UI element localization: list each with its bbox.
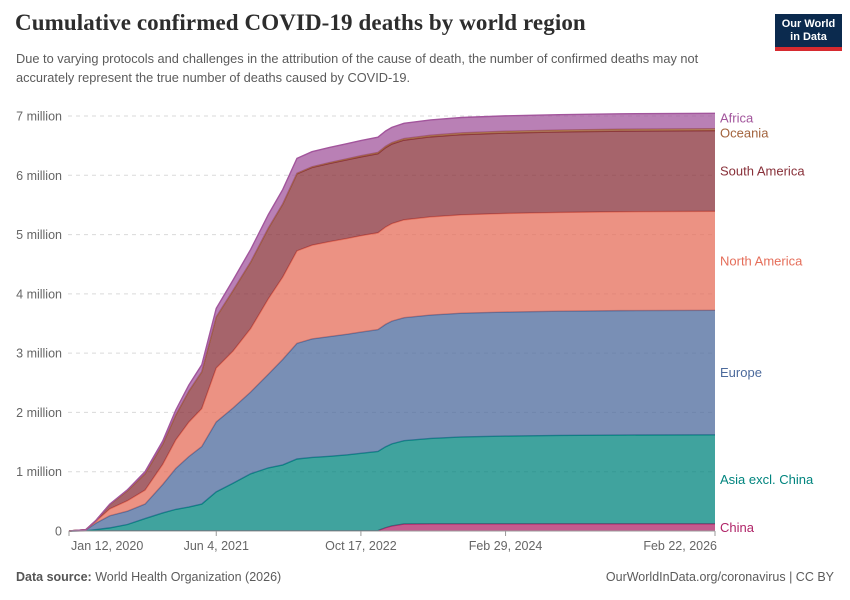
page-title: Cumulative confirmed COVID-19 deaths by … — [15, 10, 586, 35]
chart-footer: Data source: World Health Organization (… — [16, 570, 834, 584]
legend-label-europe[interactable]: Europe — [720, 365, 762, 380]
legend-label-asia-excl-china[interactable]: Asia excl. China — [720, 472, 814, 487]
x-tick-label: Feb 29, 2024 — [469, 539, 543, 553]
y-tick-label: 5 million — [16, 228, 62, 242]
data-source: Data source: World Health Organization (… — [16, 570, 281, 584]
y-tick-label: 1 million — [16, 465, 62, 479]
chart-subtitle: Due to varying protocols and challenges … — [16, 51, 699, 85]
owid-logo-red-bar — [775, 47, 842, 51]
y-tick-label: 2 million — [16, 406, 62, 420]
x-tick-label: Jun 4, 2021 — [184, 539, 249, 553]
legend-label-africa[interactable]: Africa — [720, 110, 754, 125]
y-tick-label: 7 million — [16, 109, 62, 123]
x-tick-label: Feb 22, 2026 — [643, 539, 717, 553]
area-south-america[interactable] — [69, 130, 715, 531]
y-tick-label: 0 — [55, 525, 62, 539]
area-europe[interactable] — [69, 310, 715, 531]
owid-logo-box: Our World in Data — [775, 14, 842, 47]
y-tick-label: 6 million — [16, 169, 62, 183]
legend-label-north-america[interactable]: North America — [720, 253, 803, 268]
x-tick-label: Jan 12, 2020 — [71, 539, 143, 553]
area-border-africa — [68, 112, 716, 532]
data-source-value: World Health Organization (2026) — [91, 570, 282, 584]
data-source-label: Data source: — [16, 570, 92, 584]
credit-link[interactable]: OurWorldInData.org/coronavirus | CC BY — [605, 570, 834, 584]
owid-logo[interactable]: Our World in Data — [775, 14, 842, 51]
y-tick-label: 4 million — [16, 287, 62, 301]
stacked-area-chart[interactable]: 0 1 million 2 million 3 million 4 million 5 m… — [0, 95, 850, 570]
area-north-america[interactable] — [69, 211, 715, 531]
owid-logo-line2: in Data — [790, 30, 827, 43]
legend-label-oceania[interactable]: Oceania — [720, 125, 769, 140]
y-tick-label: 3 million — [16, 347, 62, 361]
area-asia-excl-china[interactable] — [69, 434, 715, 531]
owid-logo-line1: Our World — [781, 17, 836, 30]
legend-label-china[interactable]: China — [720, 520, 755, 535]
x-tick-label: Oct 17, 2022 — [325, 539, 397, 553]
area-china[interactable] — [69, 523, 715, 531]
legend-label-south-america[interactable]: South America — [720, 163, 805, 178]
